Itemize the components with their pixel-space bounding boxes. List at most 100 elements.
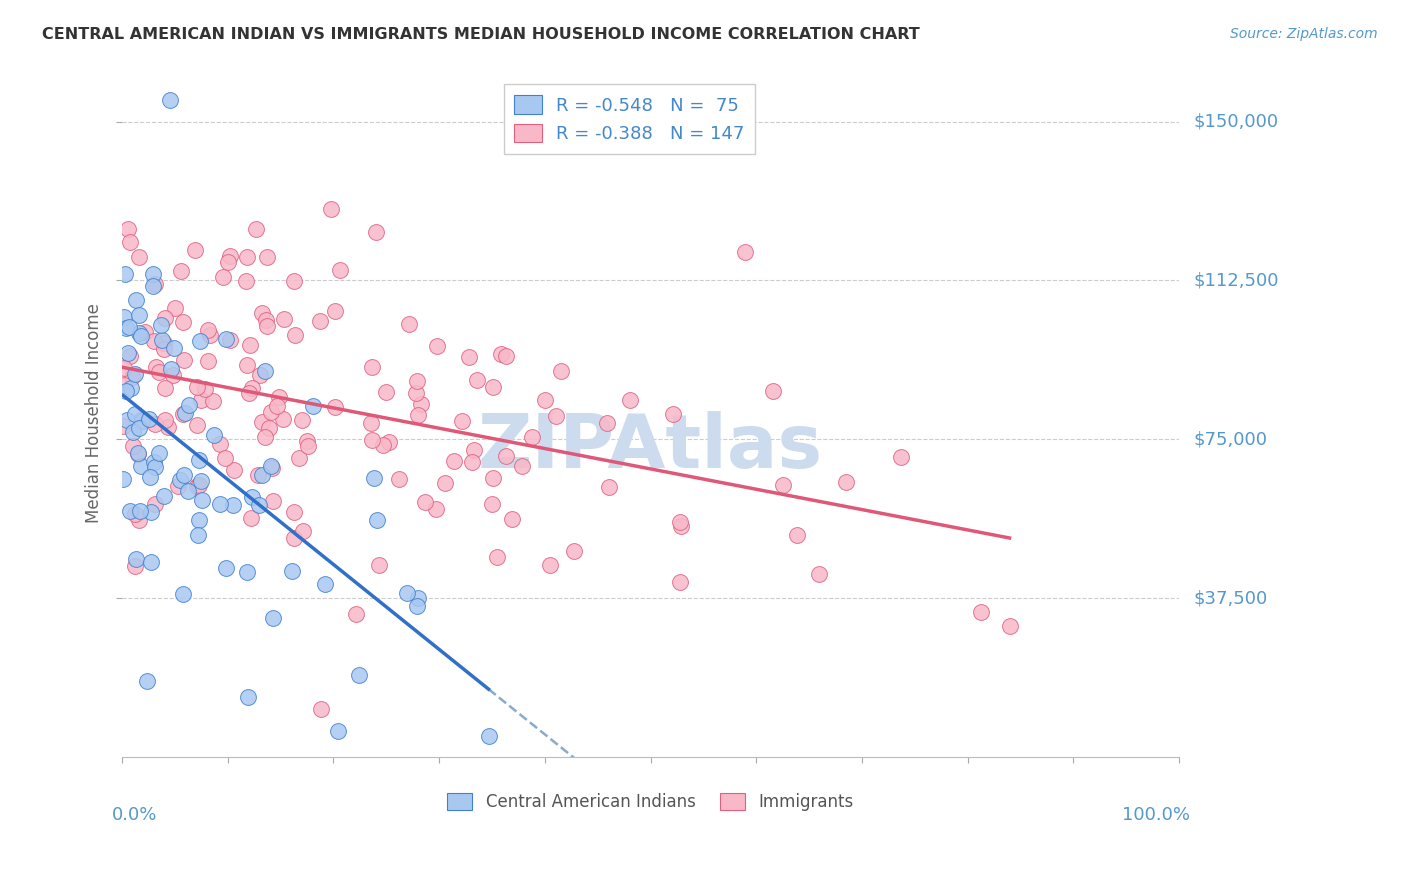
Point — [117, 320, 139, 334]
Point — [344, 607, 367, 621]
Point — [254, 312, 277, 326]
Point — [120, 349, 142, 363]
Point — [188, 452, 211, 467]
Point — [184, 244, 207, 258]
Point — [186, 479, 208, 493]
Point — [489, 347, 512, 361]
Point — [465, 373, 488, 387]
Point — [425, 501, 447, 516]
Point — [326, 724, 349, 739]
Point — [162, 342, 184, 356]
Point — [301, 399, 323, 413]
Point — [173, 468, 195, 483]
Point — [128, 308, 150, 322]
Point — [218, 334, 240, 348]
Point — [262, 611, 284, 625]
Point — [142, 455, 165, 469]
Point — [271, 411, 294, 425]
Text: CENTRAL AMERICAN INDIAN VS IMMIGRANTS MEDIAN HOUSEHOLD INCOME CORRELATION CHART: CENTRAL AMERICAN INDIAN VS IMMIGRANTS ME… — [42, 27, 920, 42]
Point — [167, 479, 190, 493]
Point — [619, 393, 641, 408]
Point — [217, 254, 239, 268]
Point — [495, 349, 517, 363]
Point — [762, 384, 785, 398]
Text: Source: ZipAtlas.com: Source: ZipAtlas.com — [1230, 27, 1378, 41]
Point — [463, 442, 485, 457]
Point — [186, 417, 208, 432]
Point — [212, 269, 235, 284]
Point — [165, 301, 187, 315]
Point — [155, 412, 177, 426]
Point — [197, 354, 219, 368]
Point — [187, 528, 209, 542]
Point — [772, 478, 794, 492]
Point — [138, 411, 160, 425]
Point — [162, 368, 184, 383]
Point — [808, 567, 831, 582]
Point — [153, 310, 176, 325]
Point — [388, 472, 411, 486]
Point — [295, 434, 318, 448]
Point — [188, 334, 211, 349]
Point — [129, 504, 152, 518]
Point — [236, 565, 259, 579]
Point — [159, 94, 181, 108]
Point — [240, 490, 263, 504]
Point — [349, 668, 371, 682]
Point — [191, 492, 214, 507]
Point — [128, 513, 150, 527]
Point — [520, 430, 543, 444]
Point — [283, 505, 305, 519]
Point — [186, 380, 208, 394]
Text: $37,500: $37,500 — [1194, 590, 1267, 607]
Point — [273, 312, 295, 326]
Point — [309, 702, 332, 716]
Point — [115, 384, 138, 398]
Point — [124, 407, 146, 421]
Text: $150,000: $150,000 — [1194, 112, 1278, 130]
Point — [596, 417, 619, 431]
Point — [786, 528, 808, 542]
Point — [461, 455, 484, 469]
Point — [408, 591, 430, 606]
Point — [247, 498, 270, 512]
Point — [253, 430, 276, 444]
Point — [215, 561, 238, 575]
Point — [173, 352, 195, 367]
Point — [125, 552, 148, 566]
Point — [128, 250, 150, 264]
Point — [215, 332, 238, 346]
Point — [153, 343, 176, 357]
Point — [546, 409, 568, 424]
Point — [153, 381, 176, 395]
Point — [323, 400, 346, 414]
Legend: Central American Indians, Immigrants: Central American Indians, Immigrants — [440, 787, 860, 818]
Point — [512, 459, 534, 474]
Point — [121, 439, 143, 453]
Point — [160, 362, 183, 376]
Point — [202, 428, 225, 442]
Point — [208, 437, 231, 451]
Point — [152, 489, 174, 503]
Point — [127, 447, 149, 461]
Point — [262, 493, 284, 508]
Point — [128, 326, 150, 340]
Point — [141, 555, 163, 569]
Point — [361, 360, 384, 375]
Point — [169, 473, 191, 487]
Point — [485, 549, 508, 564]
Point — [125, 293, 148, 308]
Point — [117, 222, 139, 236]
Point — [378, 435, 401, 450]
Point — [373, 438, 395, 452]
Point — [329, 263, 352, 277]
Point — [409, 397, 432, 411]
Point — [360, 416, 382, 430]
Point — [433, 476, 456, 491]
Point — [172, 407, 194, 421]
Point — [550, 364, 572, 378]
Point — [129, 413, 152, 427]
Point — [145, 360, 167, 375]
Point — [120, 380, 142, 394]
Point — [890, 450, 912, 464]
